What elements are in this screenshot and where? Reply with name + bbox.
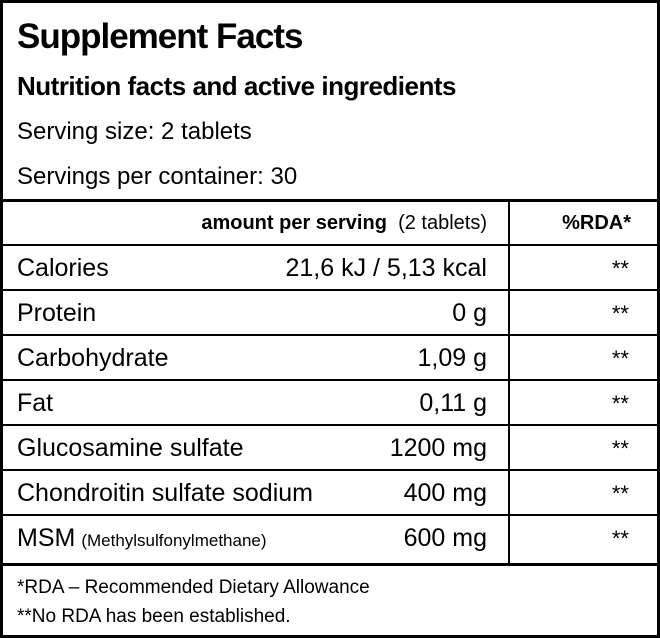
- row-name: Calories: [17, 256, 109, 281]
- header-rda: %RDA*: [562, 212, 631, 234]
- name: Glucosamine sulfate: [17, 434, 244, 462]
- rda: **: [611, 256, 629, 281]
- amount: 0 g: [452, 299, 487, 327]
- amount: 600 mg: [403, 524, 487, 552]
- amount: 0,11 g: [419, 389, 487, 417]
- rda: **: [611, 301, 629, 326]
- name: Calories: [17, 254, 109, 282]
- rda: **: [611, 481, 629, 506]
- rule: [3, 199, 657, 202]
- name-note: (Methylsulfonylmethane): [81, 531, 267, 550]
- rule: [3, 334, 657, 336]
- row-name: Carbohydrate: [17, 346, 168, 371]
- row-name: Chondroitin sulfate sodium: [17, 481, 313, 506]
- footnote: **No RDA has been established.: [17, 606, 291, 627]
- rule: [3, 563, 657, 566]
- name: Carbohydrate: [17, 344, 169, 372]
- rule: [3, 379, 657, 381]
- amount: 1200 mg: [389, 434, 487, 462]
- name: Chondroitin sulfate sodium: [17, 479, 313, 507]
- row-name: MSM (Methylsulfonylmethane): [17, 526, 267, 551]
- name: MSM: [17, 524, 76, 552]
- row-name: Protein: [17, 301, 96, 326]
- header-amount: amount per serving (2 tablets): [201, 213, 487, 233]
- footnote: *RDA – Recommended Dietary Allowance: [17, 577, 370, 598]
- rule: [3, 289, 657, 291]
- row-name: Glucosamine sulfate: [17, 436, 244, 461]
- servings-per-container: Servings per container: 30: [17, 163, 298, 190]
- column-rule: [508, 199, 510, 564]
- subtitle: Nutrition facts and active ingredients: [17, 71, 456, 101]
- rule: [3, 514, 657, 516]
- rda: **: [611, 526, 629, 551]
- serving-label: (2 tablets): [398, 212, 487, 234]
- amount: 21,6 kJ / 5,13 kcal: [285, 254, 487, 282]
- rule: [3, 244, 657, 246]
- rule: [3, 469, 657, 471]
- amount-label: amount per serving: [201, 212, 387, 234]
- amount: 1,09 g: [417, 344, 487, 372]
- amount: 400 mg: [403, 479, 487, 507]
- rda: **: [611, 346, 629, 371]
- row-name: Fat: [17, 391, 53, 416]
- serving-size: Serving size: 2 tablets: [17, 118, 252, 145]
- name: Fat: [17, 389, 54, 417]
- rule: [3, 424, 657, 426]
- name: Protein: [17, 299, 97, 327]
- rda: **: [611, 436, 629, 461]
- title: Supplement Facts: [17, 17, 303, 56]
- rda: **: [611, 391, 629, 416]
